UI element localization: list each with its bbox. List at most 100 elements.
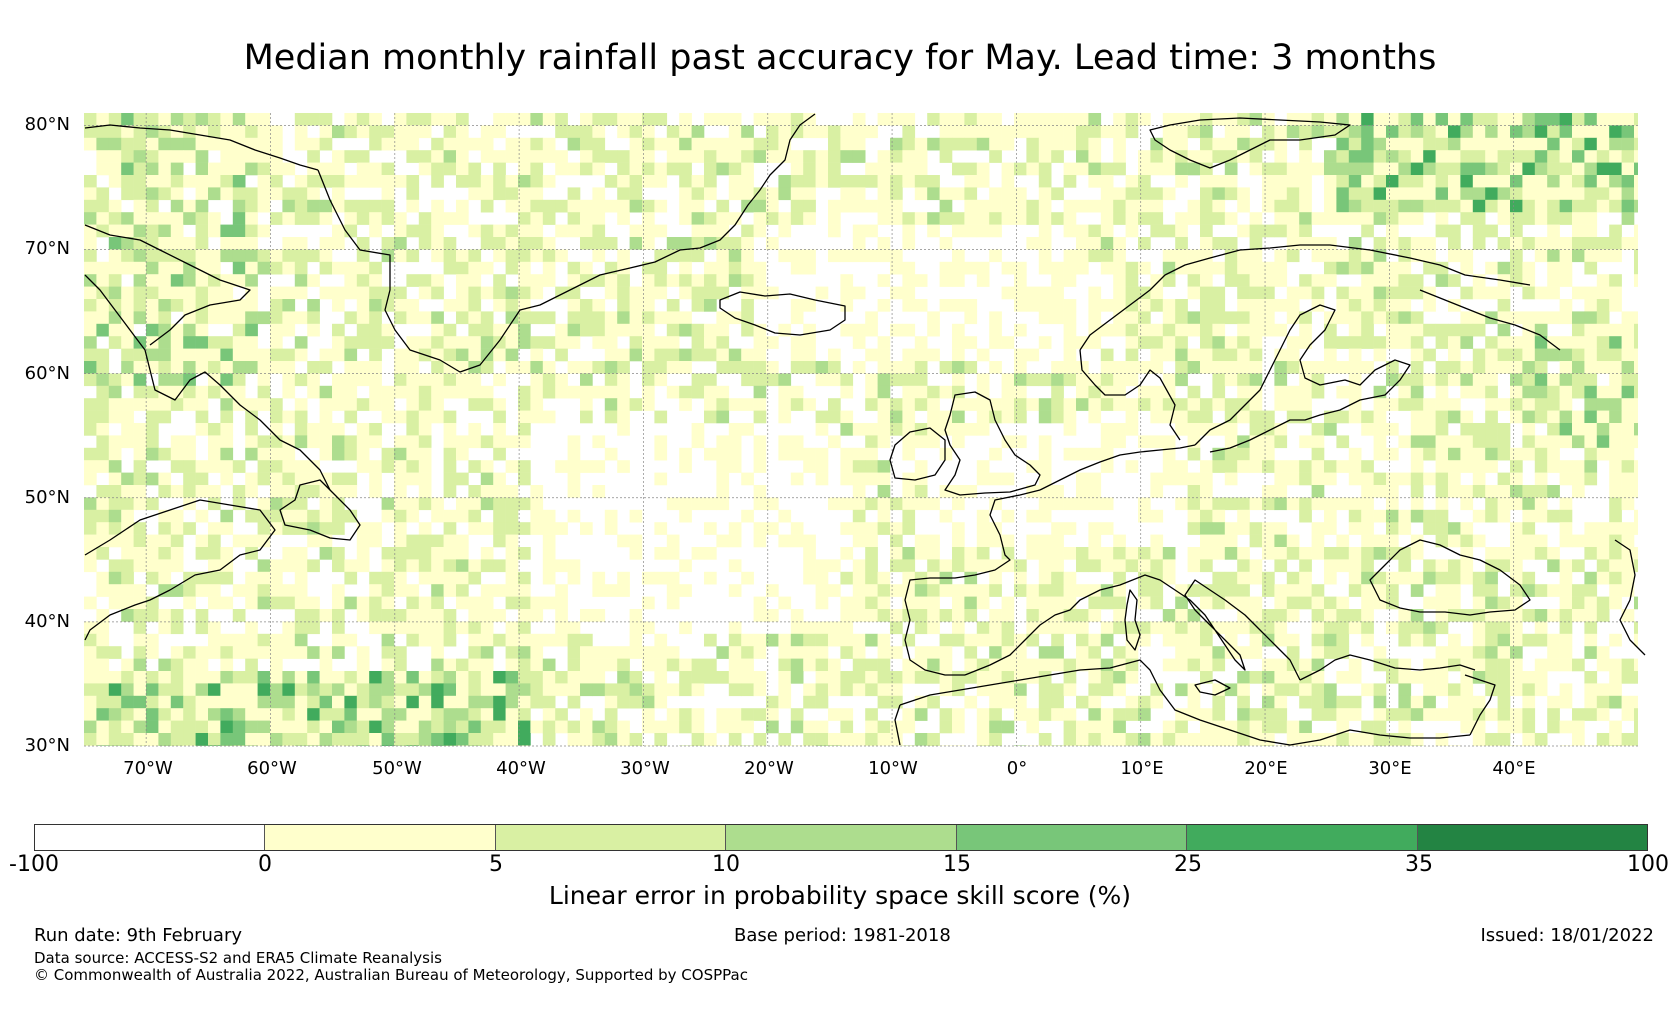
skill-cell [1398, 435, 1412, 449]
skill-cell [1448, 373, 1461, 387]
skill-cell [332, 733, 345, 746]
skill-cell [1584, 534, 1598, 548]
skill-cell [1448, 113, 1461, 126]
skill-cell [1497, 621, 1511, 635]
skill-cell [790, 646, 804, 659]
skill-cell [1435, 175, 1449, 188]
skill-cell [1299, 559, 1312, 573]
skill-cell [332, 423, 345, 436]
skill-cell [245, 509, 258, 523]
skill-cell [1249, 385, 1263, 399]
skill-cell [753, 286, 767, 300]
skill-cell [815, 633, 829, 647]
skill-cell [766, 497, 779, 511]
skill-cell [1609, 286, 1622, 300]
skill-cell [332, 646, 345, 659]
skill-cell [456, 584, 469, 597]
skill-cell [183, 299, 196, 312]
skill-cell [1200, 237, 1213, 250]
skill-cell [1237, 745, 1250, 746]
skill-cell [1460, 373, 1474, 387]
skill-cell [133, 633, 147, 647]
skill-cell [542, 547, 556, 560]
skill-cell [865, 435, 878, 449]
skill-cell [604, 745, 618, 746]
skill-cell [1534, 435, 1548, 449]
skill-cell [1088, 237, 1102, 250]
skill-cell [890, 323, 903, 337]
skill-cell [530, 646, 544, 659]
skill-cell [1559, 348, 1573, 362]
skill-cell [952, 534, 965, 548]
skill-cell [394, 125, 407, 139]
skill-cell [1596, 125, 1610, 139]
skill-cell [741, 633, 754, 647]
skill-cell [852, 175, 866, 188]
skill-cell [245, 472, 258, 486]
skill-cell [989, 609, 1002, 622]
skill-cell [691, 423, 705, 436]
skill-cell [158, 671, 172, 684]
skill-cell [1262, 485, 1275, 498]
skill-cell [1510, 212, 1523, 225]
skill-cell [1472, 385, 1486, 399]
skill-cell [146, 199, 159, 213]
coast-north-africa [899, 659, 1471, 746]
skill-cell [1063, 683, 1077, 697]
skill-cell [1262, 323, 1275, 337]
lon-label: 70°W [123, 758, 173, 779]
skill-cell [1435, 671, 1449, 684]
skill-cell [1448, 410, 1461, 424]
skill-cell [939, 646, 953, 659]
skill-cell [939, 559, 953, 573]
skill-cell [815, 472, 829, 486]
skill-cell [183, 646, 196, 659]
skill-cell [964, 212, 978, 225]
skill-cell [666, 348, 680, 362]
skill-cell [146, 212, 159, 225]
skill-cell [1125, 224, 1139, 238]
skill-cell [518, 137, 531, 151]
skill-cell [1497, 695, 1511, 709]
skill-cell [1410, 323, 1424, 337]
skill-cell [852, 633, 866, 647]
skill-cell [170, 621, 184, 635]
skill-cell [728, 423, 742, 436]
skill-cell [381, 509, 395, 523]
skill-cell [704, 299, 717, 312]
skill-cell [208, 299, 221, 312]
skill-cell [1448, 683, 1461, 697]
skill-cell [728, 658, 742, 672]
skill-cell [1076, 447, 1089, 461]
skill-cell [716, 150, 730, 163]
skill-cell [1634, 150, 1638, 163]
skill-cell [604, 708, 618, 721]
skill-cell [1187, 348, 1201, 362]
skill-cell [1596, 423, 1610, 436]
skill-cell [617, 286, 630, 300]
skill-cell [468, 509, 482, 523]
skill-cell [369, 720, 382, 734]
skill-cell [902, 162, 916, 176]
skill-cell [146, 224, 159, 238]
skill-cell [96, 299, 110, 312]
skill-cell [1621, 398, 1635, 411]
skill-cell [1063, 571, 1077, 585]
skill-cell [158, 137, 172, 151]
skill-cell [1497, 559, 1511, 573]
skill-cell [1596, 323, 1610, 337]
skill-cell [518, 646, 531, 659]
skill-cell [332, 187, 345, 201]
skill-cell [1038, 435, 1052, 449]
skill-cell [1510, 472, 1523, 486]
skill-cell [1373, 547, 1387, 560]
skill-cell [530, 199, 544, 213]
skill-cell [728, 708, 742, 721]
skill-cell [1386, 286, 1399, 300]
skill-cell [1448, 447, 1461, 461]
skill-cell [208, 348, 221, 362]
skill-cell [1038, 547, 1052, 560]
skill-cell [865, 398, 878, 411]
skill-cell [1038, 447, 1052, 461]
skill-cell [592, 720, 606, 734]
